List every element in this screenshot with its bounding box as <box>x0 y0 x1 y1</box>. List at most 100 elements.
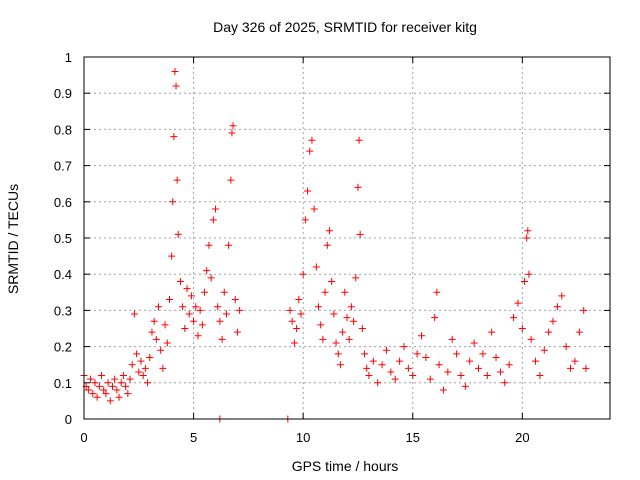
data-point <box>84 386 92 394</box>
y-tick-label: 0.9 <box>54 86 72 101</box>
data-point <box>214 303 222 311</box>
data-point <box>374 379 382 387</box>
x-tick-label: 20 <box>515 430 529 445</box>
data-point <box>488 328 496 336</box>
data-point <box>141 364 149 372</box>
data-point <box>301 216 309 224</box>
plot-frame <box>83 56 611 420</box>
data-point <box>172 82 180 90</box>
data-point <box>343 314 351 322</box>
data-point <box>137 357 145 365</box>
data-point <box>558 292 566 300</box>
data-point <box>540 346 548 354</box>
y-tick-label: 0.6 <box>54 195 72 210</box>
data-point <box>295 296 303 304</box>
data-point <box>299 270 307 278</box>
data-point <box>185 310 193 318</box>
data-point <box>205 241 213 249</box>
data-point <box>378 361 386 369</box>
data-point <box>336 361 344 369</box>
data-point <box>369 357 377 365</box>
data-point <box>431 314 439 322</box>
data-point <box>524 227 532 235</box>
data-point <box>233 328 241 336</box>
data-point <box>133 350 141 358</box>
data-point <box>521 277 529 285</box>
y-tick-label: 1 <box>65 50 72 65</box>
y-tick-label: 0.7 <box>54 159 72 174</box>
data-point <box>413 350 421 358</box>
data-point <box>146 353 154 361</box>
x-tick-label: 5 <box>190 430 197 445</box>
data-point <box>350 317 358 325</box>
data-point <box>91 379 99 387</box>
data-point <box>165 296 173 304</box>
data-point <box>319 335 327 343</box>
data-point <box>190 317 198 325</box>
data-point <box>409 372 417 380</box>
data-point <box>179 303 187 311</box>
data-point <box>328 277 336 285</box>
data-point <box>104 379 112 387</box>
y-tick-label: 0.8 <box>54 122 72 137</box>
data-point <box>354 183 362 191</box>
data-point <box>492 353 500 361</box>
data-point <box>323 241 331 249</box>
data-point <box>310 205 318 213</box>
data-point <box>170 133 178 141</box>
data-point <box>111 375 119 383</box>
data-point <box>293 325 301 332</box>
data-point <box>501 379 509 387</box>
y-tick-label: 0 <box>65 412 72 427</box>
data-point <box>317 321 325 329</box>
data-point <box>236 306 244 314</box>
data-point <box>510 314 518 322</box>
data-point <box>382 346 390 354</box>
data-point <box>527 335 535 343</box>
data-point <box>525 270 533 278</box>
data-point <box>461 382 469 390</box>
data-point <box>100 386 108 394</box>
y-tick-label: 0.3 <box>54 303 72 318</box>
data-point <box>220 288 228 296</box>
data-point <box>135 368 143 376</box>
data-point <box>422 353 430 361</box>
y-tick-label: 0.2 <box>54 340 72 355</box>
y-tick-label: 0.5 <box>54 231 72 246</box>
data-point <box>169 198 177 206</box>
data-point <box>523 234 531 242</box>
data-point <box>582 364 590 372</box>
data-point <box>404 364 412 372</box>
data-point <box>355 136 363 144</box>
x-axis-label: GPS time / hours <box>292 458 399 474</box>
data-point <box>128 361 136 369</box>
data-point <box>173 176 181 184</box>
data-point <box>358 325 366 332</box>
x-tick-label: 0 <box>80 430 87 445</box>
data-point <box>192 303 200 311</box>
data-points <box>80 67 590 423</box>
data-point <box>448 335 456 343</box>
data-point <box>157 346 165 354</box>
data-point <box>475 364 482 372</box>
data-point <box>130 310 138 318</box>
data-point <box>330 310 338 318</box>
data-point <box>444 368 452 376</box>
data-point <box>514 299 522 307</box>
data-point <box>466 357 474 365</box>
data-point <box>439 386 447 394</box>
data-point <box>470 339 478 347</box>
data-point <box>567 364 575 372</box>
grid <box>84 57 610 419</box>
data-point <box>117 379 125 387</box>
data-point <box>102 390 110 398</box>
data-point <box>212 205 219 213</box>
data-point <box>435 361 443 369</box>
data-point <box>124 390 132 398</box>
data-point <box>518 325 526 332</box>
data-point <box>171 67 179 75</box>
data-point <box>203 267 211 275</box>
data-point <box>352 274 360 282</box>
data-point <box>334 350 342 358</box>
data-point <box>95 382 103 390</box>
